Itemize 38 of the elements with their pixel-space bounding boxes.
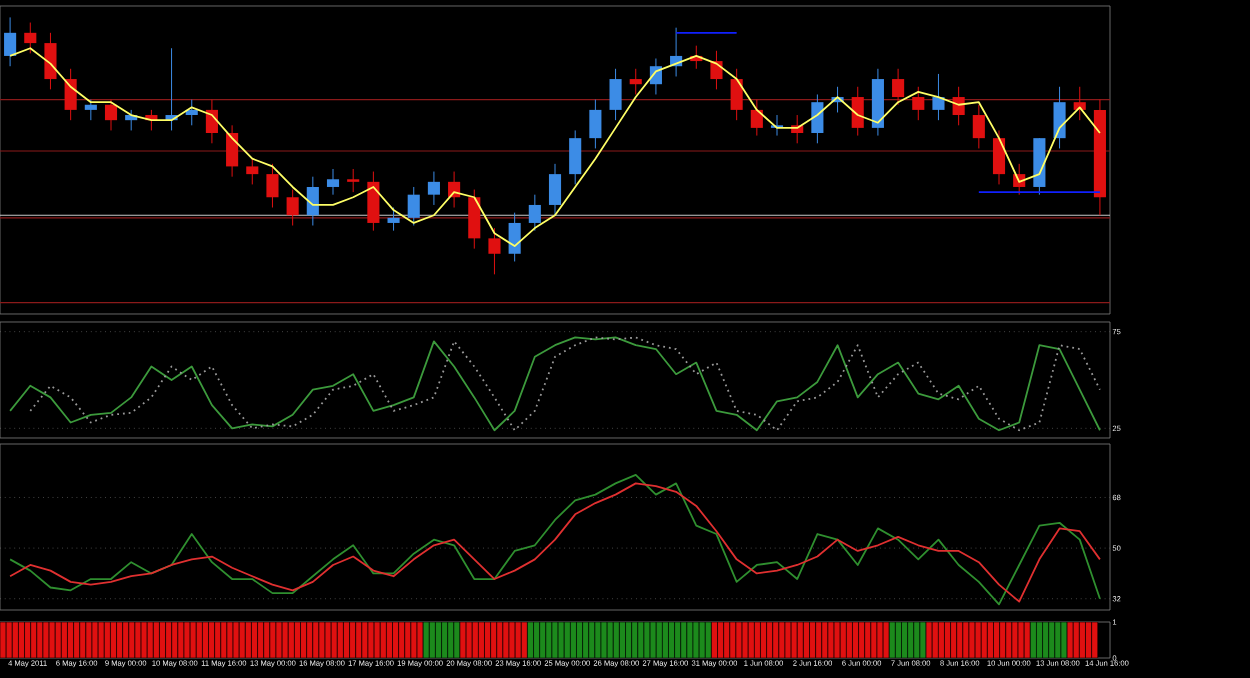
candlestick [347,168,360,193]
candlestick [367,171,380,232]
candlestick [851,86,864,137]
candlestick [932,73,945,121]
candlestick [226,124,239,178]
candlestick [4,16,17,67]
candlestick [1053,86,1066,149]
candlestick [246,158,259,185]
candlestick [427,171,440,206]
candlestick [24,22,37,54]
candlestick [528,194,541,232]
candlestick [508,212,521,262]
candlestick [972,104,985,149]
candlestick [104,99,118,131]
candlestick [84,99,97,121]
candlestick [589,99,602,149]
candlestick [892,68,905,106]
candlestick [569,129,582,185]
candlestick [992,129,1006,185]
candlestick [912,86,925,121]
candlestick [730,68,743,121]
candlestick [44,32,57,90]
candlestick [811,93,824,144]
candlestick [629,68,642,95]
candlestick [185,99,198,126]
candlestick [468,189,481,250]
candlestick [387,207,400,232]
candlestick [488,227,501,275]
candlestick [64,68,77,121]
candlestick [407,186,420,227]
candlestick [286,189,299,227]
candlestick [548,163,562,216]
candlestick [266,163,279,209]
candlestick [710,50,723,90]
candlestick [609,68,622,121]
candlestick [750,99,763,137]
candlestick [306,176,319,227]
candlestick [326,168,340,196]
